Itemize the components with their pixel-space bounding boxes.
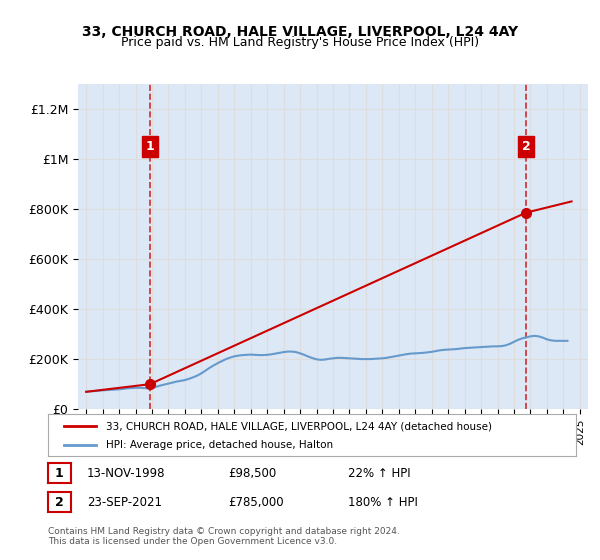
Text: 33, CHURCH ROAD, HALE VILLAGE, LIVERPOOL, L24 4AY: 33, CHURCH ROAD, HALE VILLAGE, LIVERPOOL… xyxy=(82,25,518,39)
Text: Contains HM Land Registry data © Crown copyright and database right 2024.
This d: Contains HM Land Registry data © Crown c… xyxy=(48,526,400,546)
Text: 13-NOV-1998: 13-NOV-1998 xyxy=(87,466,166,480)
Text: Price paid vs. HM Land Registry's House Price Index (HPI): Price paid vs. HM Land Registry's House … xyxy=(121,36,479,49)
Text: 2: 2 xyxy=(521,140,530,153)
Text: 22% ↑ HPI: 22% ↑ HPI xyxy=(348,466,410,480)
Text: £785,000: £785,000 xyxy=(228,496,284,509)
Text: £98,500: £98,500 xyxy=(228,466,276,480)
Text: HPI: Average price, detached house, Halton: HPI: Average price, detached house, Halt… xyxy=(106,440,333,450)
Text: 1: 1 xyxy=(146,140,154,153)
Text: 180% ↑ HPI: 180% ↑ HPI xyxy=(348,496,418,509)
Text: 33, CHURCH ROAD, HALE VILLAGE, LIVERPOOL, L24 4AY (detached house): 33, CHURCH ROAD, HALE VILLAGE, LIVERPOOL… xyxy=(106,421,492,431)
Text: 2: 2 xyxy=(55,496,64,509)
Text: 1: 1 xyxy=(55,466,64,480)
Text: 23-SEP-2021: 23-SEP-2021 xyxy=(87,496,162,509)
